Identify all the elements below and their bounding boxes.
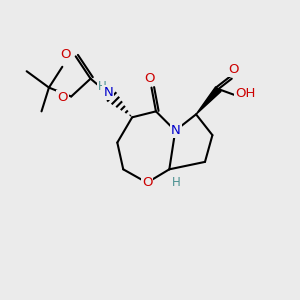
- Polygon shape: [196, 87, 221, 114]
- Text: N: N: [171, 124, 181, 136]
- Text: O: O: [60, 48, 70, 62]
- Text: O: O: [142, 176, 152, 189]
- Text: H: H: [98, 80, 107, 93]
- Text: O: O: [57, 92, 68, 104]
- Text: OH: OH: [235, 87, 255, 100]
- Text: N: N: [103, 86, 113, 99]
- Text: O: O: [145, 72, 155, 85]
- Text: O: O: [228, 63, 238, 76]
- Text: H: H: [172, 176, 181, 189]
